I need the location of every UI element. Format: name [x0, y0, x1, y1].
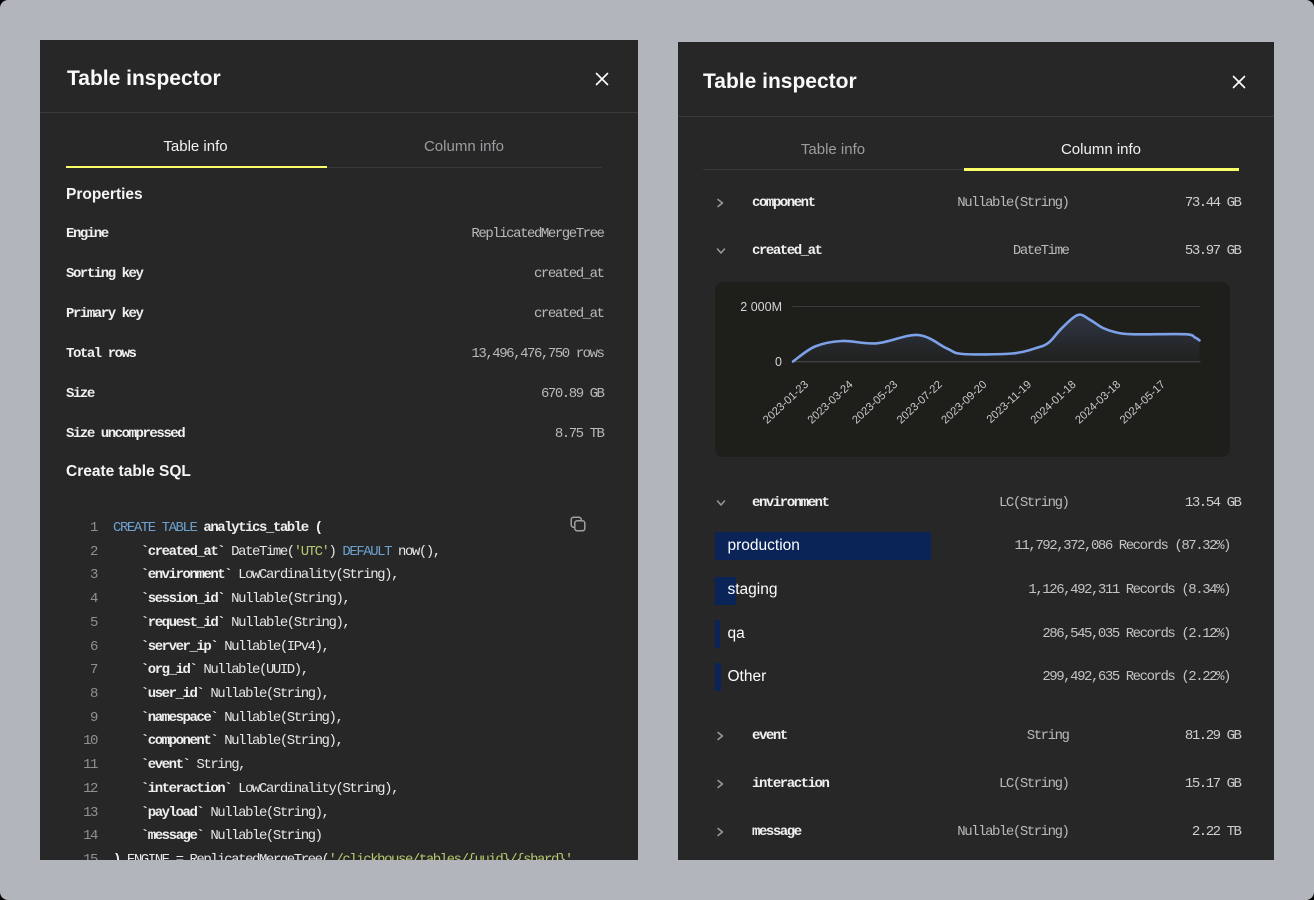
- svg-text:2023-05-23: 2023-05-23: [850, 378, 900, 426]
- svg-text:2023-01-23: 2023-01-23: [761, 378, 811, 426]
- svg-text:2023-11-19: 2023-11-19: [985, 378, 1034, 425]
- svg-text:2024-03-18: 2024-03-18: [1073, 378, 1123, 426]
- svg-text:2 000M: 2 000M: [740, 300, 782, 314]
- svg-text:2024-05-17: 2024-05-17: [1118, 378, 1168, 426]
- svg-text:0: 0: [775, 355, 782, 369]
- svg-text:2024-01-18: 2024-01-18: [1029, 378, 1079, 426]
- svg-text:2023-07-22: 2023-07-22: [895, 378, 945, 426]
- svg-text:2023-03-24: 2023-03-24: [806, 378, 856, 426]
- svg-text:2023-09-20: 2023-09-20: [939, 378, 989, 426]
